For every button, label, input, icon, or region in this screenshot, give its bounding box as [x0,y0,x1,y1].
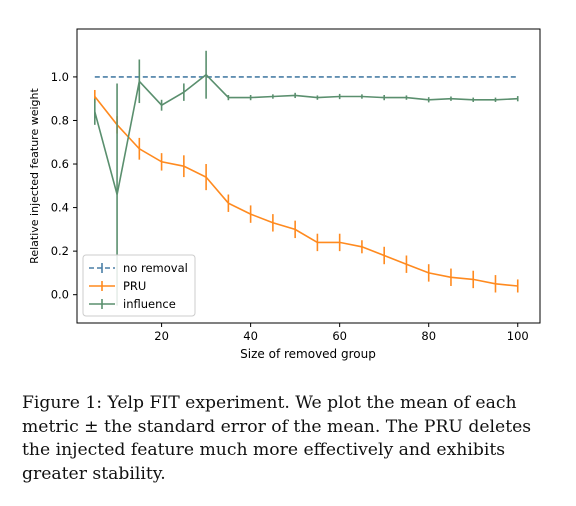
figure: 20 40 60 80 100 0.0 0.2 0.4 0.6 0.8 1.0 Size of r… [28,28,541,361]
x-tick-label: 20 [154,329,169,343]
x-tick-label: 60 [332,329,347,343]
legend-label: influence [123,297,176,311]
series-line [94,73,518,195]
x-tick-label: 40 [243,329,258,343]
y-tick-label: 1.0 [51,70,69,84]
x-tick-label: 80 [421,329,436,343]
legend-item: no removal [89,261,188,275]
series-layer [94,50,519,306]
series-influence [94,50,519,306]
legend: no removal PRU influence [82,254,196,317]
series-line [94,96,518,287]
figure-caption: Figure 1: Yelp FIT experiment. We plot t… [22,393,532,484]
x-tick-label: 100 [507,329,529,343]
legend-box [82,254,196,317]
y-tick-label: 0.6 [51,157,69,171]
legend-item: influence [89,297,176,311]
legend-items: no removal PRU influence [89,261,188,311]
y-tick-label: 0.8 [51,113,69,127]
y-tick-label: 0.2 [51,244,69,258]
legend-label: PRU [123,279,146,293]
x-axis-label: Size of removed group [240,347,376,361]
legend-item: PRU [89,279,146,293]
y-axis-label: Relative injected feature weight [28,88,41,264]
y-tick-label: 0.0 [51,288,69,302]
axes-frame [76,28,541,324]
legend-label: no removal [123,261,188,275]
series-pru [94,89,519,293]
x-axis-ticks: 20 40 60 80 100 [154,323,529,343]
chart: 20 40 60 80 100 0.0 0.2 0.4 0.6 0.8 1.0 Size of r… [28,28,541,361]
y-tick-label: 0.4 [51,201,69,215]
y-axis-ticks: 0.0 0.2 0.4 0.6 0.8 1.0 [51,70,77,302]
